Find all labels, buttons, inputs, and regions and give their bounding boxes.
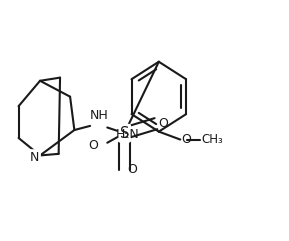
Text: O: O: [181, 133, 191, 146]
Text: H₂N: H₂N: [116, 128, 140, 141]
Text: NH: NH: [89, 109, 108, 122]
Text: S: S: [120, 126, 129, 141]
Text: CH₃: CH₃: [201, 133, 223, 146]
Text: N: N: [30, 151, 40, 164]
Text: O: O: [88, 139, 98, 152]
Text: O: O: [127, 163, 137, 176]
Text: O: O: [158, 117, 168, 130]
